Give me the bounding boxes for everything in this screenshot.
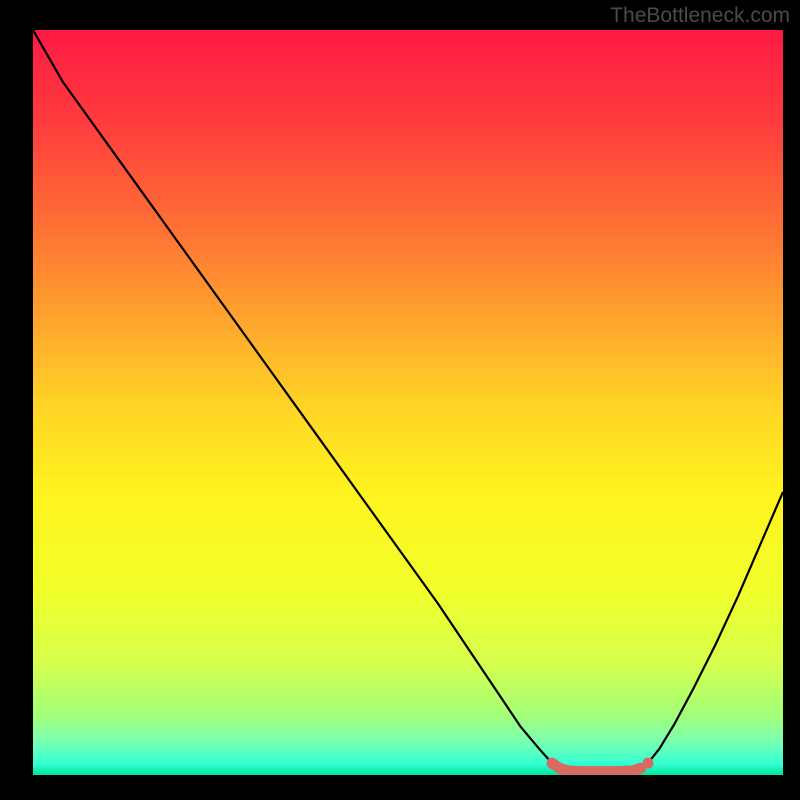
marker-dot	[643, 758, 654, 769]
watermark-text: TheBottleneck.com	[610, 4, 790, 28]
optimal-range-highlight	[552, 763, 641, 772]
bottleneck-curve	[33, 30, 783, 772]
chart-curves-svg	[33, 30, 783, 775]
chart-plot-area	[33, 30, 783, 775]
